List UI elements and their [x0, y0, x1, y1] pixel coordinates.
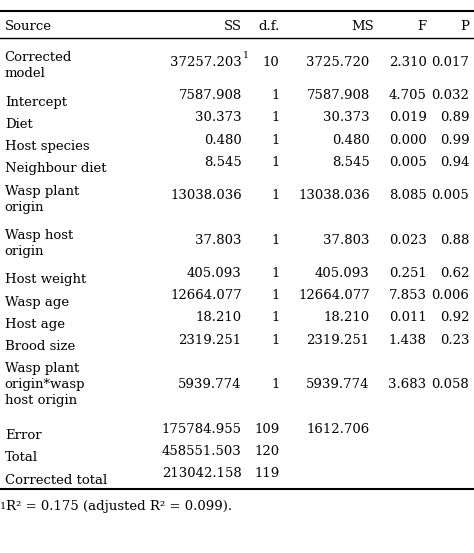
Text: 37.803: 37.803: [195, 233, 242, 247]
Text: 8.545: 8.545: [332, 156, 370, 169]
Text: 0.032: 0.032: [431, 89, 469, 102]
Text: 0.006: 0.006: [431, 289, 469, 302]
Text: 2319.251: 2319.251: [179, 333, 242, 347]
Text: Wasp plant
origin: Wasp plant origin: [5, 185, 79, 213]
Text: 0.017: 0.017: [431, 56, 469, 69]
Text: Error: Error: [5, 429, 41, 442]
Text: Source: Source: [5, 20, 52, 33]
Text: 10: 10: [263, 56, 280, 69]
Text: 13038.036: 13038.036: [298, 189, 370, 202]
Text: Host species: Host species: [5, 140, 90, 153]
Text: 1: 1: [271, 311, 280, 325]
Text: 1: 1: [271, 133, 280, 147]
Text: 12664.077: 12664.077: [170, 289, 242, 302]
Text: 37257.203: 37257.203: [170, 56, 242, 69]
Text: Corrected
model: Corrected model: [5, 51, 72, 80]
Text: 5939.774: 5939.774: [306, 378, 370, 391]
Text: d.f.: d.f.: [258, 20, 280, 33]
Text: 1: 1: [271, 156, 280, 169]
Text: 1: 1: [0, 503, 6, 512]
Text: SS: SS: [224, 20, 242, 33]
Text: 119: 119: [255, 467, 280, 480]
Text: Wasp plant
origin*wasp
host origin: Wasp plant origin*wasp host origin: [5, 362, 85, 408]
Text: 2319.251: 2319.251: [307, 333, 370, 347]
Text: 1: 1: [243, 51, 249, 60]
Text: 1: 1: [271, 289, 280, 302]
Text: Host weight: Host weight: [5, 274, 86, 286]
Text: P: P: [460, 20, 469, 33]
Text: 37.803: 37.803: [323, 233, 370, 247]
Text: 1.438: 1.438: [389, 333, 427, 347]
Text: MS: MS: [352, 20, 374, 33]
Text: 213042.158: 213042.158: [162, 467, 242, 480]
Text: 13038.036: 13038.036: [170, 189, 242, 202]
Text: 30.373: 30.373: [195, 111, 242, 124]
Text: 2.310: 2.310: [389, 56, 427, 69]
Text: Brood size: Brood size: [5, 340, 75, 353]
Text: 109: 109: [255, 422, 280, 436]
Text: R² = 0.175 (adjusted R² = 0.099).: R² = 0.175 (adjusted R² = 0.099).: [6, 500, 232, 513]
Text: F: F: [418, 20, 427, 33]
Text: 0.480: 0.480: [332, 133, 370, 147]
Text: 1: 1: [271, 333, 280, 347]
Text: 8.085: 8.085: [389, 189, 427, 202]
Text: 18.210: 18.210: [196, 311, 242, 325]
Text: 0.005: 0.005: [431, 189, 469, 202]
Text: 1: 1: [271, 267, 280, 280]
Text: 1: 1: [271, 111, 280, 124]
Text: 0.99: 0.99: [439, 133, 469, 147]
Text: 5939.774: 5939.774: [178, 378, 242, 391]
Text: 405.093: 405.093: [315, 267, 370, 280]
Text: 7587.908: 7587.908: [307, 89, 370, 102]
Text: 0.480: 0.480: [204, 133, 242, 147]
Text: 3.683: 3.683: [389, 378, 427, 391]
Text: 1: 1: [271, 189, 280, 202]
Text: 0.62: 0.62: [440, 267, 469, 280]
Text: 7587.908: 7587.908: [179, 89, 242, 102]
Text: 458551.503: 458551.503: [162, 445, 242, 458]
Text: 1: 1: [271, 378, 280, 391]
Text: 0.89: 0.89: [440, 111, 469, 124]
Text: Wasp age: Wasp age: [5, 296, 69, 309]
Text: 0.023: 0.023: [389, 233, 427, 247]
Text: 175784.955: 175784.955: [162, 422, 242, 436]
Text: 0.019: 0.019: [389, 111, 427, 124]
Text: 30.373: 30.373: [323, 111, 370, 124]
Text: 0.005: 0.005: [389, 156, 427, 169]
Text: 1: 1: [271, 233, 280, 247]
Text: Host age: Host age: [5, 318, 65, 331]
Text: Total: Total: [5, 451, 38, 465]
Text: 0.23: 0.23: [440, 333, 469, 347]
Text: Intercept: Intercept: [5, 96, 67, 108]
Text: 0.000: 0.000: [389, 133, 427, 147]
Text: 405.093: 405.093: [187, 267, 242, 280]
Text: 18.210: 18.210: [324, 311, 370, 325]
Text: Diet: Diet: [5, 118, 33, 131]
Text: 3725.720: 3725.720: [307, 56, 370, 69]
Text: 7.853: 7.853: [389, 289, 427, 302]
Text: Corrected total: Corrected total: [5, 473, 107, 487]
Text: 0.92: 0.92: [440, 311, 469, 325]
Text: 8.545: 8.545: [204, 156, 242, 169]
Text: 1612.706: 1612.706: [307, 422, 370, 436]
Text: 0.058: 0.058: [431, 378, 469, 391]
Text: 0.94: 0.94: [440, 156, 469, 169]
Text: 1: 1: [271, 89, 280, 102]
Text: 0.88: 0.88: [440, 233, 469, 247]
Text: 0.251: 0.251: [389, 267, 427, 280]
Text: 120: 120: [255, 445, 280, 458]
Text: Wasp host
origin: Wasp host origin: [5, 229, 73, 258]
Text: Neighbour diet: Neighbour diet: [5, 162, 106, 175]
Text: 12664.077: 12664.077: [298, 289, 370, 302]
Text: 4.705: 4.705: [389, 89, 427, 102]
Text: 0.011: 0.011: [389, 311, 427, 325]
